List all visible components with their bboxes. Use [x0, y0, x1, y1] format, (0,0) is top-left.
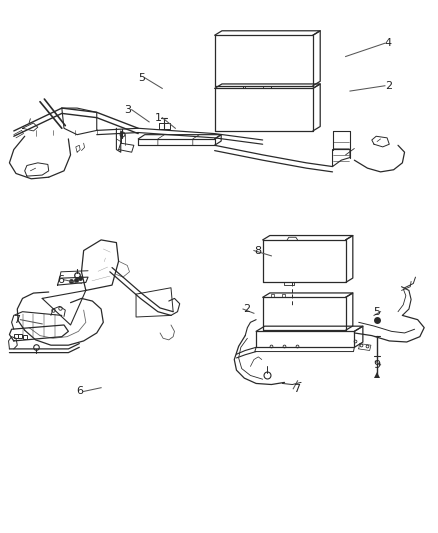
Text: 4: 4 [385, 38, 392, 48]
Text: 1: 1 [155, 112, 162, 123]
Text: 6: 6 [57, 275, 64, 285]
Text: 7: 7 [13, 314, 20, 325]
Text: 7: 7 [293, 384, 300, 394]
Text: 5: 5 [138, 73, 145, 83]
Text: 8: 8 [254, 246, 261, 255]
Text: 2: 2 [385, 81, 392, 91]
Text: 5: 5 [374, 306, 381, 317]
Text: 6: 6 [77, 386, 84, 397]
Text: 9: 9 [374, 360, 381, 370]
Text: 2: 2 [243, 304, 250, 314]
Text: 3: 3 [125, 104, 132, 115]
